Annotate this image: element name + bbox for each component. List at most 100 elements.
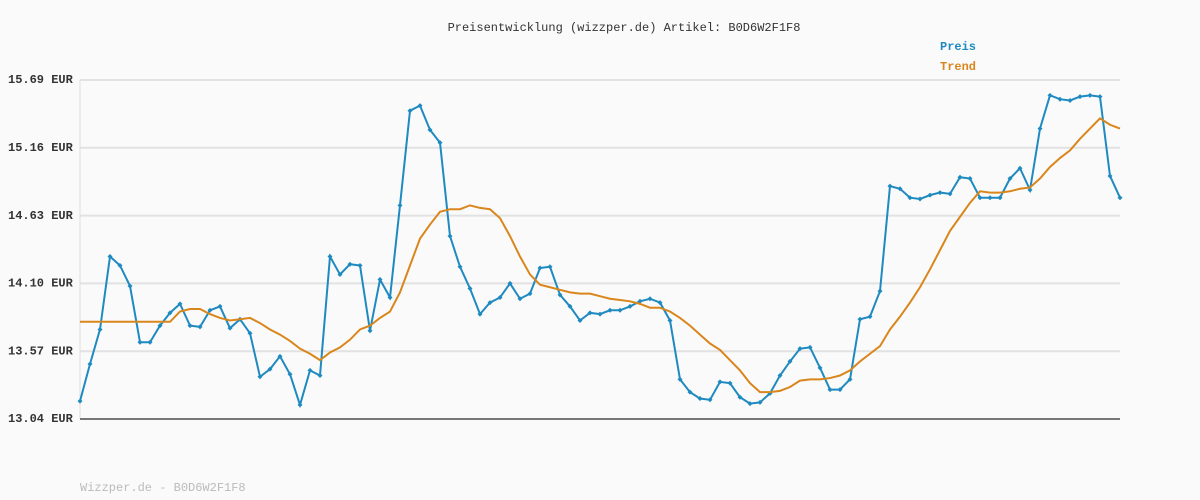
- data-point: [287, 371, 293, 377]
- data-point: [497, 294, 503, 300]
- series-line: [80, 117, 1121, 394]
- data-point: [727, 380, 733, 386]
- data-point: [607, 307, 613, 313]
- data-point: [897, 186, 903, 192]
- data-point: [567, 303, 573, 309]
- data-point: [407, 108, 413, 114]
- data-point: [467, 286, 473, 292]
- data-point: [977, 195, 983, 201]
- data-point: [1017, 165, 1023, 171]
- data-point: [277, 353, 283, 359]
- data-point: [1067, 97, 1073, 103]
- data-point: [157, 323, 163, 329]
- data-point: [817, 365, 823, 371]
- data-point: [307, 367, 313, 373]
- data-point: [347, 261, 353, 267]
- data-point: [737, 394, 743, 400]
- data-point: [627, 303, 633, 309]
- chart-title: Preisentwicklung (wizzper.de) Artikel: B…: [448, 21, 801, 35]
- data-point: [967, 176, 973, 182]
- data-point: [527, 291, 533, 297]
- data-point: [587, 310, 593, 316]
- data-point: [507, 280, 513, 286]
- data-point: [1097, 94, 1103, 100]
- data-point: [687, 389, 693, 395]
- y-tick-label: 14.63 EUR: [8, 209, 74, 223]
- data-point: [937, 190, 943, 196]
- data-point: [797, 346, 803, 352]
- data-point: [337, 271, 343, 277]
- data-point: [597, 311, 603, 317]
- data-point: [677, 376, 683, 382]
- data-point: [927, 192, 933, 198]
- y-tick-label: 15.69 EUR: [8, 73, 74, 87]
- data-point: [657, 300, 663, 306]
- data-point: [297, 402, 303, 408]
- data-point: [117, 262, 123, 268]
- data-point: [917, 196, 923, 202]
- data-point: [247, 330, 253, 336]
- data-point: [187, 323, 193, 329]
- data-point: [147, 339, 153, 345]
- data-point: [477, 311, 483, 317]
- data-point: [107, 254, 113, 260]
- data-point: [397, 202, 403, 208]
- data-point: [97, 326, 103, 332]
- data-point: [87, 361, 93, 367]
- data-point: [707, 397, 713, 403]
- data-point: [787, 358, 793, 364]
- data-point: [387, 294, 393, 300]
- data-point: [197, 324, 203, 330]
- data-point: [1037, 126, 1043, 132]
- data-point: [807, 344, 813, 350]
- data-point: [987, 195, 993, 201]
- y-tick-label: 13.57 EUR: [8, 344, 74, 358]
- data-point: [437, 140, 443, 146]
- data-point: [747, 401, 753, 407]
- data-point: [1077, 94, 1083, 100]
- data-point: [847, 376, 853, 382]
- data-point: [537, 265, 543, 271]
- data-point: [1107, 173, 1113, 179]
- data-point: [427, 127, 433, 133]
- data-point: [207, 307, 213, 313]
- data-point: [127, 283, 133, 289]
- data-point: [757, 399, 763, 405]
- data-point: [877, 288, 883, 294]
- data-point: [317, 373, 323, 379]
- data-point: [837, 387, 843, 393]
- data-point: [997, 195, 1003, 201]
- data-point: [137, 339, 143, 345]
- data-point: [697, 396, 703, 402]
- data-point: [77, 398, 83, 404]
- data-point: [1047, 92, 1053, 98]
- data-point: [1057, 96, 1063, 102]
- data-point: [377, 277, 383, 283]
- data-point: [417, 103, 423, 109]
- data-point: [1117, 195, 1123, 201]
- data-point: [227, 325, 233, 331]
- data-point: [887, 183, 893, 189]
- data-point: [447, 233, 453, 239]
- data-point: [367, 328, 373, 334]
- y-tick-label: 13.04 EUR: [8, 412, 74, 426]
- y-tick-label: 14.10 EUR: [8, 277, 74, 291]
- data-point: [717, 379, 723, 385]
- data-point: [557, 292, 563, 298]
- data-point: [667, 317, 673, 323]
- y-tick-label: 15.16 EUR: [8, 141, 74, 155]
- data-point: [267, 366, 273, 372]
- data-point: [177, 301, 183, 307]
- data-point: [517, 296, 523, 302]
- data-point: [867, 314, 873, 320]
- data-point: [777, 373, 783, 379]
- data-point: [1027, 187, 1033, 193]
- data-point: [1007, 176, 1013, 182]
- data-point: [357, 262, 363, 268]
- data-point: [617, 307, 623, 313]
- data-point: [167, 310, 173, 316]
- data-point: [487, 300, 493, 306]
- data-point: [857, 316, 863, 322]
- data-point: [827, 387, 833, 393]
- data-point: [647, 296, 653, 302]
